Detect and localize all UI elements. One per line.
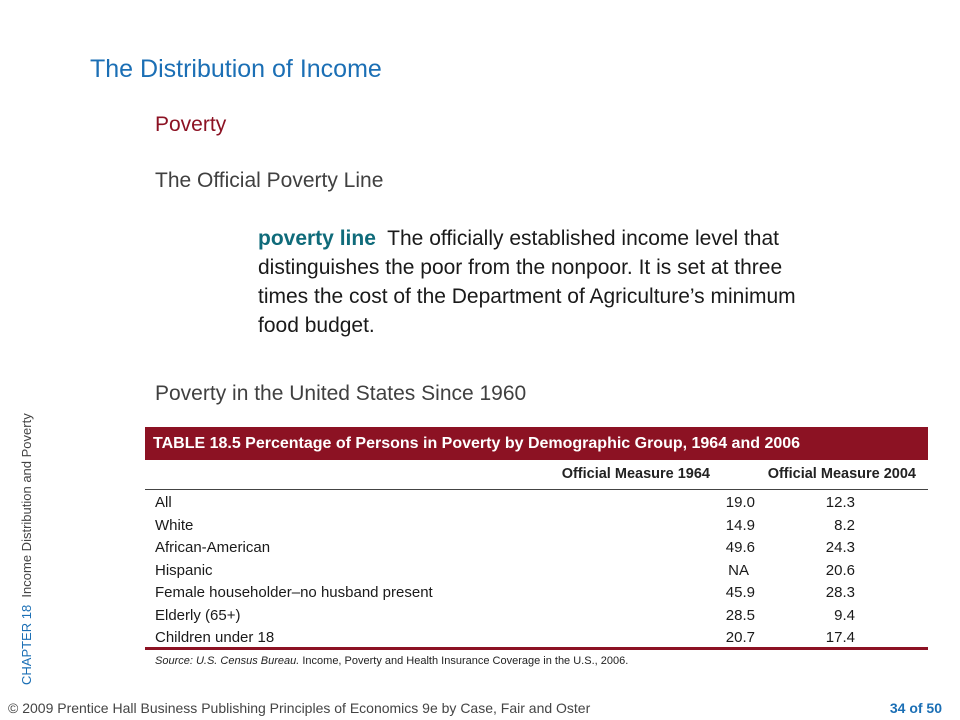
value-1964: 14.9 (725, 516, 755, 534)
row-label: Elderly (65+) (155, 606, 241, 624)
value-1964: 28.5 (725, 606, 755, 624)
value-1964: 45.9 (725, 584, 755, 601)
value-2004: 20.6 (825, 561, 855, 579)
chapter-sidebar: CHAPTER 18 Income Distribution and Pover… (19, 413, 34, 685)
table-row: All 19.0 12.3 (155, 493, 855, 516)
value-2004: 12.3 (825, 494, 855, 511)
value-2004: 24.3 (825, 539, 855, 556)
value-2004: 17.4 (825, 629, 855, 646)
table-bottom-rule (145, 647, 928, 650)
definition-text: The officially established income level … (258, 227, 796, 337)
value-1964: 49.6 (725, 539, 755, 556)
value-1964: 20.7 (725, 629, 755, 646)
poverty-line-definition: poverty line The officially established … (258, 224, 818, 340)
value-2004: 28.3 (825, 584, 855, 601)
page-number: 34 of 50 (889, 700, 942, 716)
column-header-2004: Official Measure 2004 (767, 466, 916, 482)
table-row: White 14.9 8.2 (155, 516, 855, 539)
row-label: All (155, 494, 172, 511)
row-label: White (155, 516, 194, 534)
table-row: Children under 18 20.7 17.4 (155, 628, 855, 651)
chapter-title: Income Distribution and Poverty (19, 413, 34, 598)
table-header-divider (145, 489, 928, 490)
value-1964: NA (728, 561, 749, 579)
source-text: Income, Poverty and Health Insurance Cov… (302, 655, 629, 667)
table-source-note: Source: U.S. Census Bureau. Income, Pove… (155, 655, 628, 667)
subheading-poverty-us: Poverty in the United States Since 1960 (155, 382, 527, 405)
value-2004: 8.2 (834, 516, 855, 534)
value-1964: 19.0 (725, 494, 755, 511)
table-row: Hispanic NA 20.6 (155, 561, 855, 584)
column-header-1964: Official Measure 1964 (561, 466, 710, 482)
table-body: All 19.0 12.3 White 14.9 8.2 African-Ame… (155, 493, 855, 651)
chapter-label: CHAPTER 18 (19, 604, 34, 685)
row-label: Female householder–no husband present (155, 584, 433, 601)
row-label: African-American (155, 539, 271, 556)
value-2004: 9.4 (834, 606, 855, 624)
row-label: Children under 18 (155, 629, 275, 646)
subheading-official-poverty-line: The Official Poverty Line (155, 169, 384, 192)
table-title: TABLE 18.5 Percentage of Persons in Pove… (145, 427, 928, 460)
source-prefix: Source: U.S. Census Bureau. (155, 655, 300, 667)
table-row: Female householder–no husband present 45… (155, 583, 855, 606)
definition-term: poverty line (258, 227, 376, 250)
footer-copyright: © 2009 Prentice Hall Business Publishing… (8, 700, 591, 716)
row-label: Hispanic (155, 561, 213, 579)
table-row: Elderly (65+) 28.5 9.4 (155, 606, 855, 629)
slide-title: The Distribution of Income (90, 55, 382, 83)
subheading-poverty: Poverty (155, 113, 227, 136)
table-row: African-American 49.6 24.3 (155, 538, 855, 561)
